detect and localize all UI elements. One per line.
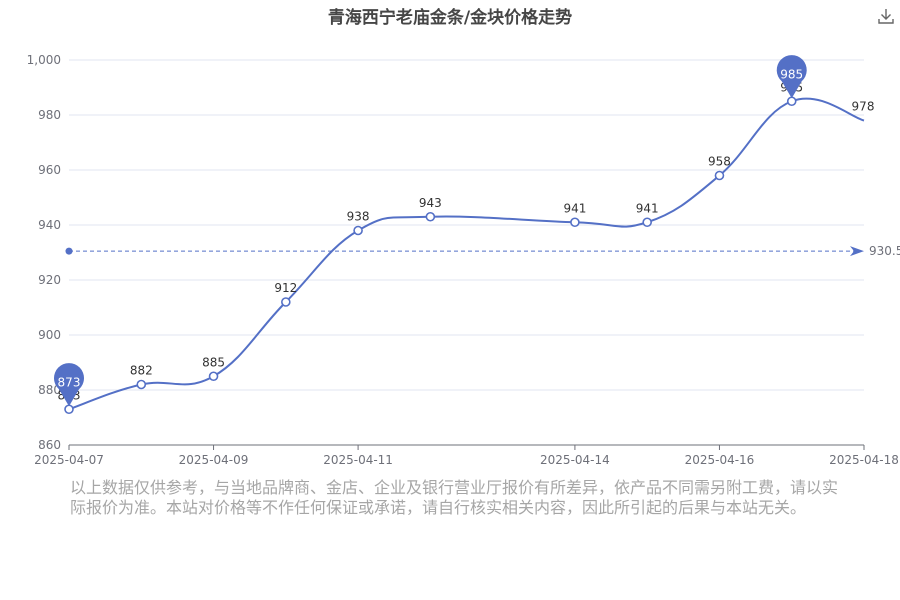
y-tick-label: 920	[38, 273, 61, 287]
x-tick-label: 2025-04-16	[685, 453, 755, 467]
disclaimer-text: 以上数据仅供参考，与当地品牌商、金店、企业及银行营业厅报价有所差异，依产品不同需…	[70, 478, 839, 517]
data-point	[353, 225, 363, 236]
data-point	[714, 170, 725, 181]
average-arrow	[850, 246, 864, 257]
average-label: 930.5	[869, 244, 900, 258]
data-point	[136, 379, 147, 390]
data-point	[64, 404, 74, 415]
data-point	[208, 371, 219, 382]
y-tick-label: 880	[38, 383, 61, 397]
x-tick-label: 2025-04-18	[829, 453, 899, 467]
y-tick-label: 940	[38, 218, 61, 232]
x-tick-label: 2025-04-09	[179, 453, 249, 467]
data-point	[281, 297, 291, 307]
min-pin-marker: 873	[54, 363, 84, 407]
data-label: 938	[347, 210, 370, 224]
max-pin-marker: 985	[776, 55, 807, 99]
x-tick-label: 2025-04-07	[34, 453, 104, 467]
data-point	[570, 217, 580, 228]
y-tick-label: 960	[38, 163, 61, 177]
data-point	[786, 96, 797, 107]
y-tick-label: 980	[38, 108, 61, 122]
x-tick-label: 2025-04-14	[540, 453, 610, 467]
download-icon[interactable]	[876, 6, 896, 26]
data-label: 941	[563, 201, 586, 215]
y-tick-label: 1,000	[27, 53, 61, 67]
data-label: 943	[419, 196, 442, 210]
data-label: 958	[708, 155, 731, 169]
chart-title: 青海西宁老庙金条/金块价格走势	[327, 8, 573, 28]
data-point	[642, 217, 652, 228]
price-series-line	[68, 97, 865, 411]
y-tick-label: 860	[38, 438, 61, 452]
data-label: 885	[202, 355, 225, 369]
price-line-chart: 860 880 900 920 940 960 980 1,000 2025-04-07 2025…	[27, 53, 900, 467]
data-point	[425, 211, 436, 222]
max-pin-label: 985	[780, 67, 803, 81]
max-pin-shape	[776, 55, 807, 99]
x-tick-label: 2025-04-11	[323, 453, 393, 467]
min-pin-shape	[54, 363, 84, 407]
y-tick-label: 900	[38, 328, 61, 342]
data-label: 912	[274, 281, 297, 295]
min-pin-label: 873	[58, 375, 81, 389]
data-label: 941	[636, 201, 659, 215]
average-start-dot	[65, 247, 73, 255]
data-label: 978	[852, 100, 875, 114]
data-label: 882	[130, 364, 153, 378]
